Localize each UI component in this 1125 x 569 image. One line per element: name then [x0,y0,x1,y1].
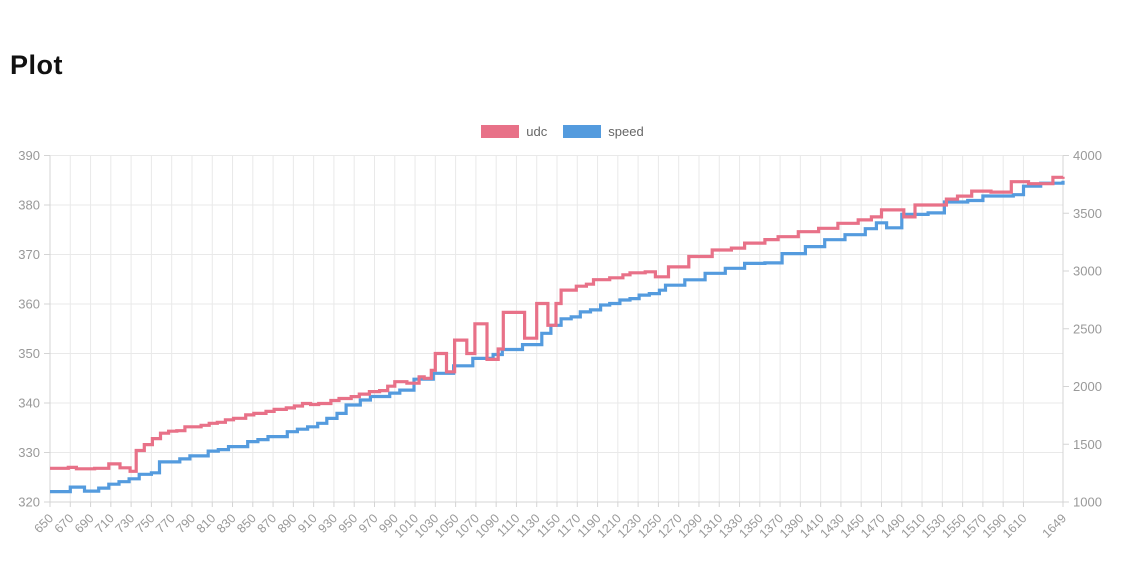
y-right-label: 3000 [1073,264,1102,279]
series-line-speed [50,180,1065,494]
x-axis-label: 890 [275,511,300,536]
x-axis-label: 1610 [1000,511,1030,541]
speed-legend-label: speed [608,124,644,139]
y-left-label: 330 [18,445,40,460]
speed-legend-swatch [563,125,602,138]
x-axis-label: 770 [153,511,178,536]
udc-legend-label: udc [526,124,548,139]
x-axis-label: 830 [214,511,239,536]
x-axis-label: 730 [113,511,138,536]
y-left-label: 350 [18,346,40,361]
x-axis-label: 950 [336,511,361,536]
x-axis-label: 870 [255,511,280,536]
x-axis-label: 790 [173,511,198,536]
series-line-udc [50,175,1065,473]
legend-item-speed[interactable]: speed [563,124,644,139]
x-axis-label: 910 [295,511,320,536]
x-axis-label: 970 [356,511,381,536]
x-axis-label: 690 [72,511,97,536]
page-title: Plot [10,50,63,80]
chart-legend: udc speed [0,124,1125,139]
y-right-label: 2500 [1073,321,1102,336]
y-right-label: 2000 [1073,379,1102,394]
x-axis-label: 650 [31,511,56,536]
y-right-label: 1000 [1073,495,1102,510]
y-right-label: 3500 [1073,206,1102,221]
y-right-label: 1500 [1073,437,1102,452]
y-left-label: 320 [18,495,40,510]
x-axis-label: 670 [52,511,77,536]
y-right-label: 4000 [1073,148,1102,163]
y-left-label: 340 [18,396,40,411]
x-axis-label: 930 [315,511,340,536]
y-left-label: 380 [18,198,40,213]
x-axis-label: 1649 [1040,511,1070,541]
x-axis-label: 850 [234,511,259,536]
y-left-label: 390 [18,148,40,163]
legend-item-udc[interactable]: udc [481,124,547,139]
y-left-label: 370 [18,247,40,262]
y-left-label: 360 [18,297,40,312]
x-axis-label: 710 [92,511,117,536]
udc-legend-swatch [481,125,520,138]
x-axis-label: 810 [194,511,219,536]
x-axis-label: 750 [133,511,158,536]
